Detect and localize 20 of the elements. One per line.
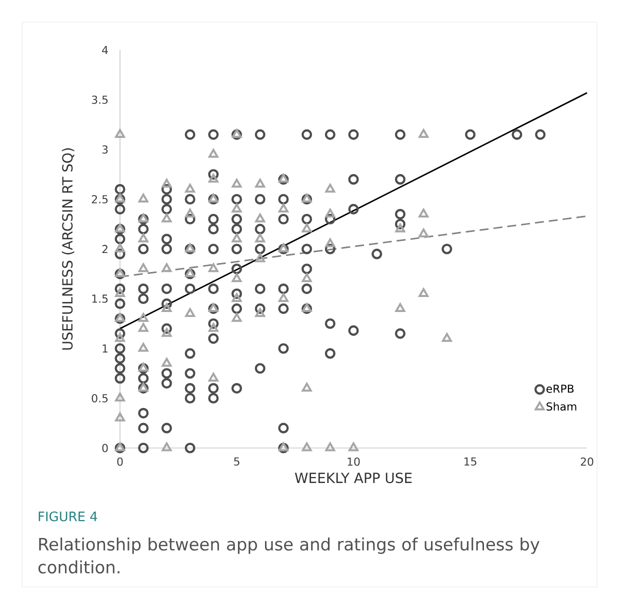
y-tick-label: 2 — [102, 244, 108, 254]
text: Relationship between app use and ratings of usefulness by condition. — [38, 538, 540, 574]
x-tick-label: 5 — [234, 457, 240, 466]
x-tick-label: 15 — [464, 457, 476, 466]
legend-label: Sham — [546, 402, 576, 411]
x-tick-label: 10 — [348, 457, 360, 466]
y-tick-label: 1 — [102, 344, 108, 352]
y-tick-label: 0.5 — [92, 394, 108, 402]
y-tick-label: 4 — [102, 46, 108, 54]
x-tick-label: 0 — [117, 457, 123, 466]
y-tick-label: 2.5 — [92, 195, 108, 204]
y-tick-label: 1.5 — [92, 294, 108, 303]
legend-label: eRPB — [546, 384, 574, 393]
y-tick-label: 0 — [102, 444, 108, 452]
x-tick-label: 20 — [580, 457, 594, 466]
y-axis-title: USEFULNESS (ARCSIN RT SQ) — [62, 148, 74, 350]
y-tick-label: 3 — [102, 145, 108, 154]
caption: FIGURE 4 — [38, 512, 98, 522]
y-tick-label: 3.5 — [92, 96, 108, 104]
x-axis-title: WEEKLY APP USE — [294, 472, 412, 484]
